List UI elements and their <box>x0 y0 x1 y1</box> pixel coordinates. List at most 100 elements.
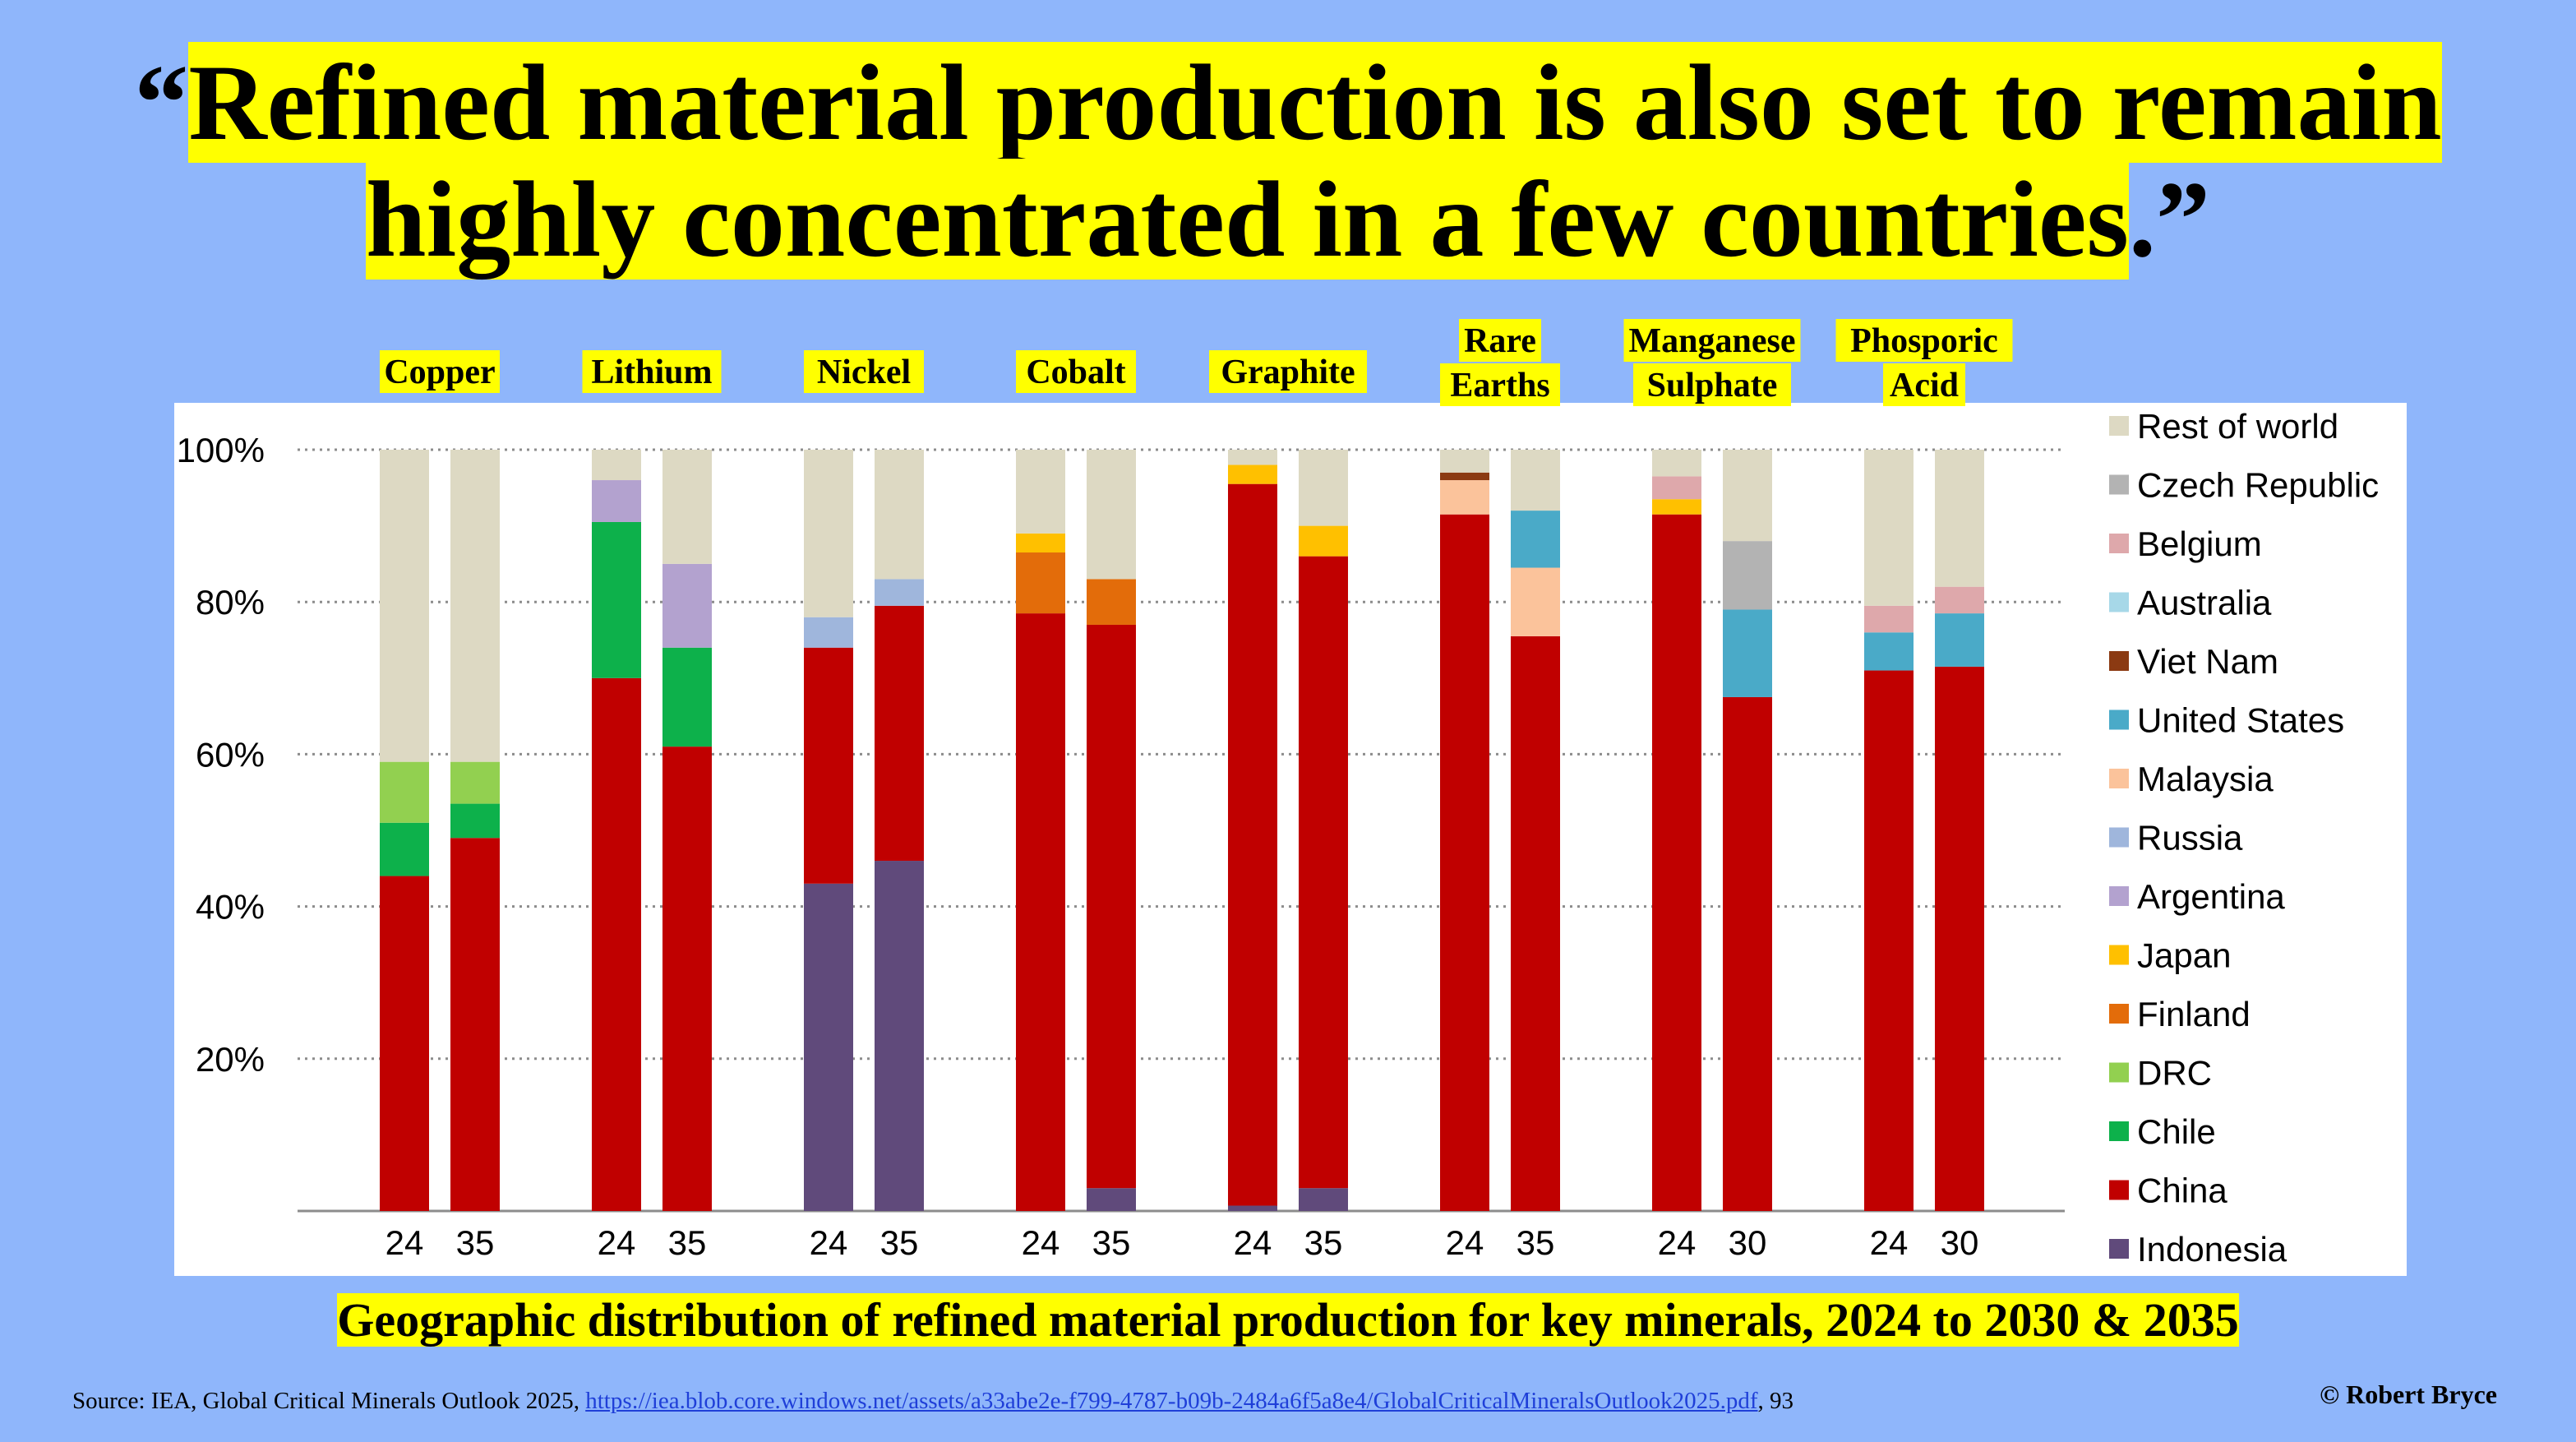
y-tick-label: 100% <box>177 431 265 469</box>
group-label-rare-earths: Rare <box>1464 322 1536 360</box>
bar-segment-graphite-35-china <box>1299 556 1348 1189</box>
bar-segment-nickel-35-china <box>875 605 924 862</box>
legend-swatch-czech-republic <box>2109 474 2129 495</box>
bar-segment-lithium-35-chile <box>662 647 712 747</box>
bar-segment-cobalt-24-finland <box>1016 552 1065 614</box>
group-label-cobalt: Cobalt <box>1026 354 1125 391</box>
legend-swatch-china <box>2109 1180 2129 1200</box>
legend-label-china: China <box>2137 1172 2227 1210</box>
bar-segment-nickel-35-russia <box>875 579 924 606</box>
group-label-phosporic-acid: Acid <box>1890 367 1959 404</box>
source-link[interactable]: https://iea.blob.core.windows.net/assets… <box>585 1388 1758 1414</box>
bar-segment-lithium-24-chile <box>592 521 641 678</box>
legend-label-indonesia: Indonesia <box>2137 1230 2287 1269</box>
bar-segment-rare-earths-35-rest-of-world <box>1511 450 1560 511</box>
bar-segment-phosporic-acid-24-rest-of-world <box>1864 450 1914 606</box>
bar-segment-phosporic-acid-30-belgium <box>1935 586 1984 614</box>
bar-segment-rare-earths-35-china <box>1511 635 1560 1211</box>
x-tick-label: 35 <box>1092 1223 1131 1262</box>
chart-panel <box>174 403 2407 1276</box>
bar-segment-cobalt-24-rest-of-world <box>1016 450 1065 534</box>
legend-swatch-belgium <box>2109 534 2129 553</box>
y-tick-label: 80% <box>196 583 265 622</box>
x-tick-label: 24 <box>1446 1223 1484 1262</box>
legend-swatch-chile <box>2109 1121 2129 1141</box>
bar-segment-nickel-24-russia <box>804 617 853 648</box>
bar-segment-phosporic-acid-30-china <box>1935 666 1984 1211</box>
bar-segment-graphite-35-rest-of-world <box>1299 450 1348 526</box>
bar-segment-copper-24-chile <box>380 822 429 876</box>
bar-segment-phosporic-acid-30-rest-of-world <box>1935 450 1984 587</box>
group-label-highlight <box>582 350 722 393</box>
legend-swatch-japan <box>2109 945 2129 965</box>
bar-segment-graphite-35-indonesia <box>1299 1188 1348 1211</box>
legend-label-drc: DRC <box>2137 1054 2212 1093</box>
bar-segment-graphite-35-japan <box>1299 525 1348 557</box>
bar-segment-nickel-35-rest-of-world <box>875 450 924 580</box>
bar-segment-lithium-35-argentina <box>662 563 712 648</box>
group-label-highlight <box>804 350 924 393</box>
y-tick-label: 60% <box>196 735 265 774</box>
legend-label-czech-republic: Czech Republic <box>2137 466 2379 505</box>
bar-segment-copper-24-china <box>380 876 429 1211</box>
y-tick-label: 40% <box>196 888 265 927</box>
bar-segment-phosporic-acid-24-united-states <box>1864 632 1914 671</box>
x-tick-label: 35 <box>668 1223 707 1262</box>
source-prefix: Source: IEA, Global Critical Minerals Ou… <box>72 1388 586 1414</box>
legend-swatch-rest-of-world <box>2109 416 2129 436</box>
bar-segment-manganese-sulphate-30-rest-of-world <box>1723 450 1772 542</box>
bar-segment-graphite-24-japan <box>1228 464 1277 484</box>
group-label-highlight <box>380 350 500 393</box>
bar-segment-phosporic-acid-24-belgium <box>1864 605 1914 633</box>
group-label-highlight <box>1633 363 1791 406</box>
slide-title: “Refined material production is also set… <box>0 42 2576 280</box>
source-suffix: , 93 <box>1757 1388 1794 1414</box>
group-label-highlight <box>1440 363 1560 406</box>
legend-swatch-indonesia <box>2109 1239 2129 1259</box>
group-label-rare-earths: Earths <box>1450 367 1549 404</box>
bar-segment-nickel-24-indonesia <box>804 883 853 1211</box>
chart-caption-text: Geographic distribution of refined mater… <box>337 1293 2239 1347</box>
legend-swatch-australia <box>2109 592 2129 612</box>
title-open-quote: “ <box>134 42 189 163</box>
x-tick-label: 30 <box>1729 1223 1767 1262</box>
bar-segment-graphite-24-china <box>1228 483 1277 1206</box>
bar-segment-rare-earths-24-china <box>1440 514 1489 1211</box>
bar-segment-lithium-35-rest-of-world <box>662 450 712 564</box>
x-tick-label: 24 <box>385 1223 424 1262</box>
x-tick-label: 24 <box>810 1223 848 1262</box>
legend-swatch-argentina <box>2109 886 2129 906</box>
legend-swatch-russia <box>2109 827 2129 848</box>
legend-swatch-finland <box>2109 1004 2129 1024</box>
bar-segment-rare-earths-24-malaysia <box>1440 480 1489 515</box>
bar-segment-manganese-sulphate-24-china <box>1652 514 1701 1211</box>
bar-segment-manganese-sulphate-24-japan <box>1652 499 1701 515</box>
bar-segment-copper-35-drc <box>450 761 500 804</box>
bar-segment-copper-24-drc <box>380 761 429 823</box>
legend-swatch-viet-nam <box>2109 651 2129 671</box>
bar-segment-rare-earths-24-viet-nam <box>1440 472 1489 481</box>
bar-segment-cobalt-35-rest-of-world <box>1087 450 1136 580</box>
group-label-lithium: Lithium <box>591 354 712 391</box>
group-label-manganese-sulphate: Manganese <box>1629 322 1796 360</box>
group-label-highlight <box>1209 350 1367 393</box>
bar-segment-rare-earths-35-united-states <box>1511 511 1560 568</box>
bar-segment-rare-earths-24-rest-of-world <box>1440 450 1489 473</box>
x-tick-label: 24 <box>1658 1223 1697 1262</box>
bar-segment-cobalt-24-japan <box>1016 533 1065 553</box>
legend-label-belgium: Belgium <box>2137 525 2262 563</box>
x-tick-label: 30 <box>1941 1223 1979 1262</box>
legend-label-australia: Australia <box>2137 584 2272 622</box>
title-line-1: Refined material production is also set … <box>188 42 2442 163</box>
bar-segment-manganese-sulphate-30-united-states <box>1723 609 1772 697</box>
title-close-quote: .” <box>2128 159 2210 280</box>
title-line-2: highly concentrated in a few countries <box>366 159 2129 280</box>
group-label-manganese-sulphate: Sulphate <box>1647 367 1778 404</box>
legend-label-rest-of-world: Rest of world <box>2137 407 2338 446</box>
legend-label-malaysia: Malaysia <box>2137 760 2274 798</box>
bar-segment-lithium-24-rest-of-world <box>592 450 641 481</box>
legend-swatch-drc <box>2109 1062 2129 1083</box>
bar-segment-cobalt-35-finland <box>1087 579 1136 625</box>
legend-label-chile: Chile <box>2137 1112 2216 1151</box>
